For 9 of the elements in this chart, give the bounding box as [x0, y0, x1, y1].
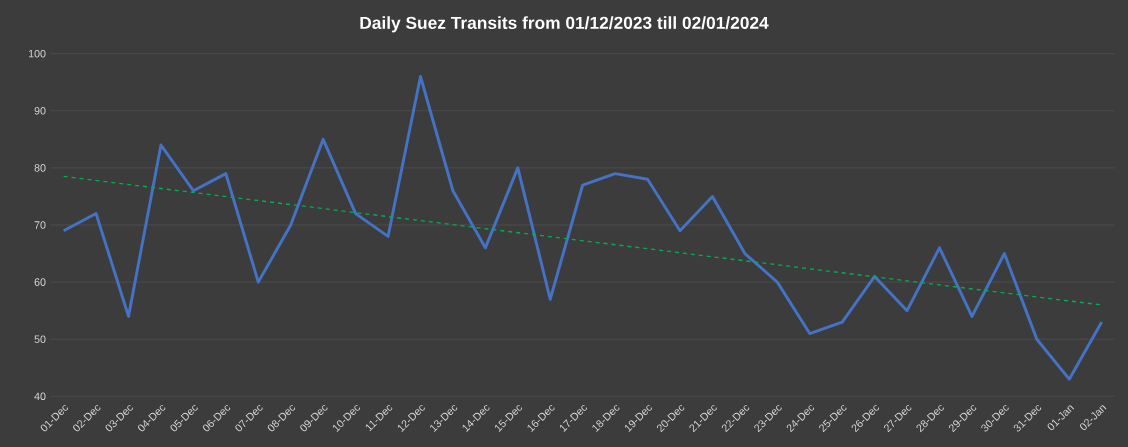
y-tick-label: 50 [34, 335, 46, 343]
y-tick-label: 80 [34, 164, 46, 172]
y-tick-label: 60 [34, 278, 46, 286]
line-series [62, 75, 1104, 381]
chart-title: Daily Suez Transits from 01/12/2023 till 02/01/2024 [360, 16, 769, 33]
y-tick-label: 100 [28, 49, 46, 58]
y-tick-label: 40 [34, 392, 46, 401]
y-tick-label: 70 [34, 221, 46, 229]
y-tick-label: 90 [34, 107, 46, 115]
